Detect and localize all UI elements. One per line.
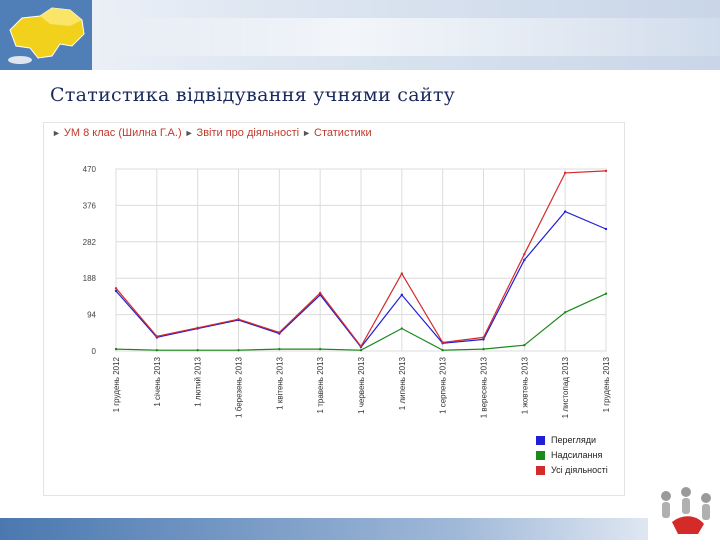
data-point xyxy=(114,289,118,293)
data-point xyxy=(237,349,240,352)
data-point xyxy=(155,335,159,338)
breadcrumb-arrow-icon: ► xyxy=(184,128,194,138)
header-stripe xyxy=(100,18,720,56)
legend-label-all: Усі діяльності xyxy=(551,465,608,475)
legend-label-views: Перегляди xyxy=(551,435,596,445)
y-tick-label: 376 xyxy=(83,201,97,210)
x-tick-label: 1 березень 2013 xyxy=(235,356,244,418)
x-tick-label: 1 вересень 2013 xyxy=(480,356,489,418)
data-point xyxy=(318,347,322,351)
data-point xyxy=(155,349,159,352)
data-point xyxy=(563,311,567,314)
legend-item-views: Перегляди xyxy=(536,433,608,447)
breadcrumb-item-reports[interactable]: Звіти про діяльності xyxy=(196,127,300,139)
data-point xyxy=(400,327,404,330)
x-tick-label: 1 червень 2013 xyxy=(357,356,366,414)
footer-band xyxy=(0,518,648,540)
data-point xyxy=(441,341,444,344)
x-tick-label: 1 липень 2013 xyxy=(398,356,407,410)
breadcrumb-arrow-icon: ► xyxy=(52,128,61,138)
data-point xyxy=(359,349,363,352)
x-tick-label: 1 грудень 2013 xyxy=(602,356,611,412)
data-point xyxy=(359,345,363,348)
breadcrumb-item-stats[interactable]: Статистики xyxy=(314,127,372,139)
legend-label-posts: Надсилання xyxy=(551,450,603,460)
chart-panel: ► УМ 8 клас (Шилна Г.А.) ► Звіти про діяльн… xyxy=(43,122,625,496)
y-tick-label: 188 xyxy=(83,274,97,283)
data-point xyxy=(523,343,526,347)
line-chart: 0 94 188 282 376 470 1 грудень 2012 1 січень 20… xyxy=(83,165,611,418)
x-tick-label: 1 жовтень 2013 xyxy=(520,356,529,414)
legend-swatch-all xyxy=(536,465,545,475)
breadcrumb: ► УМ 8 клас (Шилна Г.А.) ► Звіти про діяльн… xyxy=(49,127,372,139)
x-tick-label: 1 травень 2013 xyxy=(316,356,325,413)
data-point xyxy=(196,349,199,352)
data-point xyxy=(196,326,199,329)
data-point xyxy=(278,347,281,351)
x-tick-label: 1 квітень 2013 xyxy=(275,356,284,409)
slide-title: Статистика відвідування учнями сайту xyxy=(50,84,456,106)
legend-item-posts: Надсилання xyxy=(536,448,608,462)
y-tick-label: 282 xyxy=(83,238,97,247)
legend-swatch-views xyxy=(536,435,545,445)
x-tick-label: 1 серпень 2013 xyxy=(439,356,448,414)
data-point xyxy=(523,252,526,256)
data-point xyxy=(563,171,567,175)
data-point xyxy=(482,347,485,351)
y-tick-label: 0 xyxy=(92,347,97,356)
data-point xyxy=(114,287,118,290)
data-point xyxy=(482,338,485,341)
data-point xyxy=(237,318,240,321)
data-point xyxy=(400,293,404,297)
chart-legend: Перегляди Надсилання Усі діяльності xyxy=(536,433,608,478)
legend-item-all: Усі діяльності xyxy=(536,463,608,477)
data-point xyxy=(318,291,322,295)
data-point xyxy=(563,210,567,213)
teamwork-people-icon xyxy=(652,480,720,540)
ukraine-map-logo xyxy=(0,0,92,70)
breadcrumb-arrow-icon: ► xyxy=(302,128,312,138)
x-tick-label: 1 січень 2013 xyxy=(153,356,162,406)
data-point xyxy=(604,292,608,295)
y-tick-label: 94 xyxy=(87,311,96,320)
legend-swatch-posts xyxy=(536,450,545,460)
breadcrumb-item-course[interactable]: УМ 8 клас (Шилна Г.А.) xyxy=(63,127,182,139)
data-point xyxy=(278,331,281,334)
data-point xyxy=(604,227,608,231)
data-point xyxy=(604,169,608,173)
data-point xyxy=(114,347,118,351)
x-tick-label: 1 листопад 2013 xyxy=(561,356,570,418)
data-point xyxy=(523,258,526,262)
y-tick-label: 470 xyxy=(83,165,97,174)
x-tick-label: 1 лютий 2013 xyxy=(194,356,203,406)
data-point xyxy=(441,349,444,352)
data-point xyxy=(482,336,485,339)
x-tick-label: 1 грудень 2012 xyxy=(112,356,121,412)
header-banner xyxy=(0,0,720,70)
data-point xyxy=(400,272,404,275)
